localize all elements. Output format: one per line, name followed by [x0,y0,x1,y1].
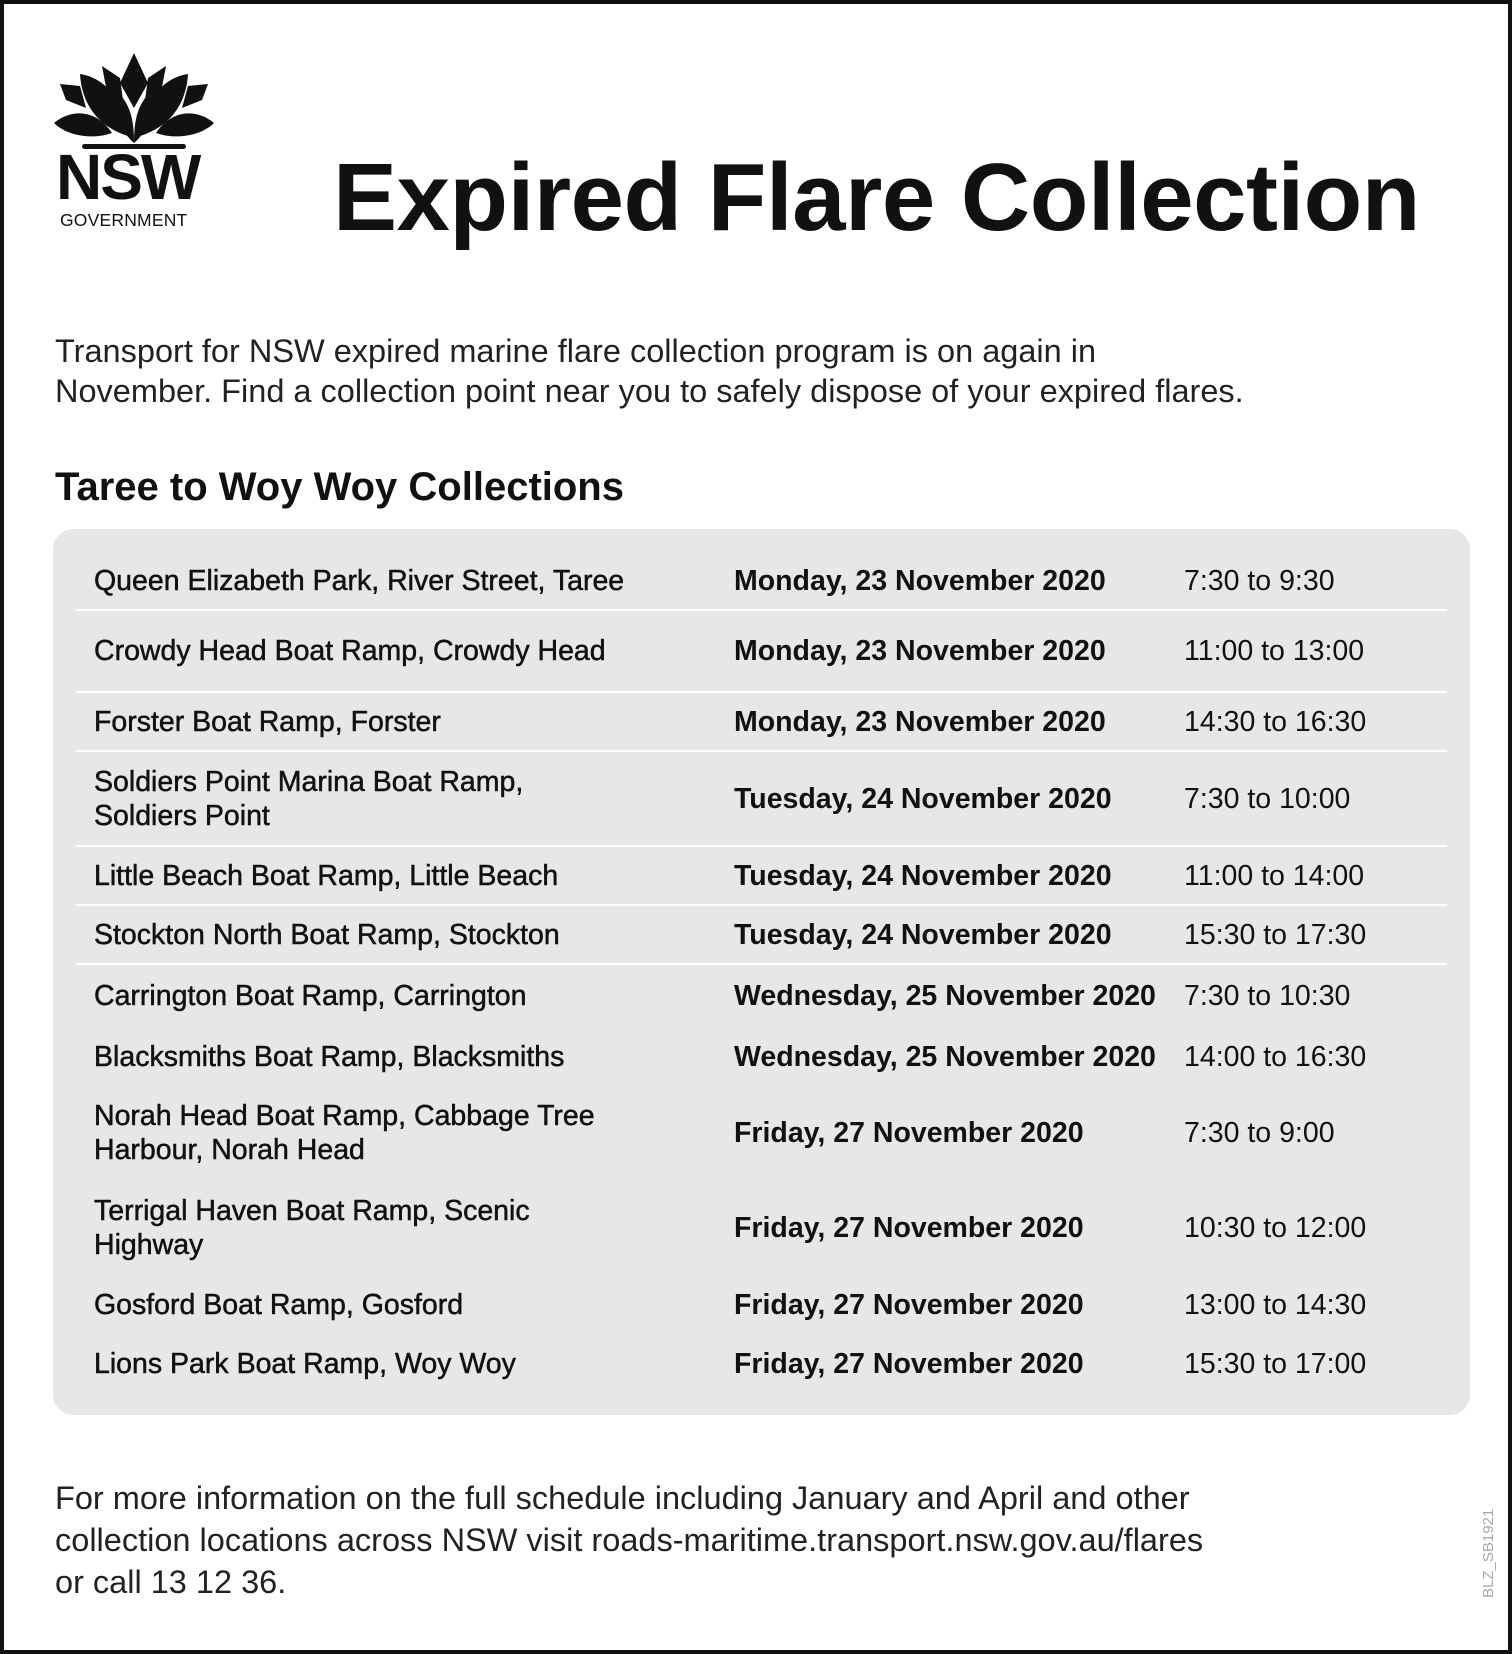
location-cell: Gosford Boat Ramp, Gosford [94,1288,464,1321]
footer-paragraph: For more information on the full schedul… [55,1477,1203,1603]
time-cell: 14:30 to 16:30 [1184,705,1367,738]
logo-government-text: GOVERNMENT [60,210,188,230]
location-cell: Terrigal Haven Boat Ramp, Scenic Highway [94,1194,530,1261]
time-cell: 14:00 to 16:30 [1184,1040,1367,1073]
date-cell: Monday, 23 November 2020 [734,705,1106,738]
table-row: Carrington Boat Ramp, Carrington Wednesda… [76,965,1447,1027]
date-cell: Friday, 27 November 2020 [734,1348,1084,1380]
time-cell: 13:00 to 14:30 [1184,1288,1367,1321]
table-row: Forster Boat Ramp, Forster Monday, 23 Nov… [76,693,1447,752]
table-row: Blacksmiths Boat Ramp, Blacksmiths Wednes… [76,1027,1447,1086]
table-row: Terrigal Haven Boat Ramp, Scenic Highway… [76,1180,1447,1275]
footer-line: or call 13 12 36. [55,1564,287,1600]
table-row: Crowdy Head Boat Ramp, Crowdy Head Monday… [76,611,1447,693]
location-cell: Little Beach Boat Ramp, Little Beach [94,859,559,892]
date-cell: Monday, 23 November 2020 [734,565,1106,597]
logo-nsw-text: NSW [56,141,201,213]
date-cell: Friday, 27 November 2020 [734,1288,1084,1321]
time-cell: 7:30 to 10:00 [1184,782,1351,815]
collections-table: Queen Elizabeth Park, River Street, Tare… [53,529,1470,1415]
table-row: Norah Head Boat Ramp, Cabbage Tree Harbo… [76,1086,1447,1180]
date-cell: Friday, 27 November 2020 [734,1117,1084,1149]
footer-line: For more information on the full schedul… [55,1480,1190,1516]
location-cell: Soldiers Point Marina Boat Ramp, Soldier… [94,765,524,832]
date-cell: Tuesday, 24 November 2020 [734,918,1112,951]
date-cell: Monday, 23 November 2020 [734,635,1106,667]
time-cell: 11:00 to 14:00 [1184,859,1365,892]
table-row: Gosford Boat Ramp, Gosford Friday, 27 Nov… [76,1275,1447,1334]
location-cell: Forster Boat Ramp, Forster [94,705,441,738]
date-cell: Friday, 27 November 2020 [734,1211,1084,1244]
date-cell: Tuesday, 24 November 2020 [734,782,1112,815]
location-cell: Blacksmiths Boat Ramp, Blacksmiths [94,1040,565,1073]
intro-line: November. Find a collection point near y… [55,373,1244,409]
time-cell: 15:30 to 17:30 [1184,918,1367,951]
intro-line: Transport for NSW expired marine flare c… [55,333,1097,369]
footer-line: collection locations across NSW visit ro… [55,1522,1204,1558]
location-cell: Norah Head Boat Ramp, Cabbage Tree Harbo… [94,1100,595,1167]
location-cell: Lions Park Boat Ramp, Woy Woy [94,1348,516,1381]
location-cell: Crowdy Head Boat Ramp, Crowdy Head [94,635,606,668]
document-code: BLZ_SB1921 [1480,1508,1497,1598]
time-cell: 15:30 to 17:00 [1184,1348,1367,1380]
table-row: Soldiers Point Marina Boat Ramp, Soldier… [76,752,1447,847]
date-cell: Tuesday, 24 November 2020 [734,859,1112,892]
time-cell: 7:30 to 9:30 [1184,565,1335,597]
table-row: Stockton North Boat Ramp, Stockton Tuesda… [76,906,1447,965]
time-cell: 11:00 to 13:00 [1184,635,1365,667]
location-cell: Stockton North Boat Ramp, Stockton [94,918,560,951]
date-cell: Wednesday, 25 November 2020 [734,980,1156,1012]
location-cell: Queen Elizabeth Park, River Street, Tare… [94,565,625,598]
section-heading: Taree to Woy Woy Collections [55,465,624,509]
page-title: Expired Flare Collection [333,144,1420,251]
date-cell: Wednesday, 25 November 2020 [734,1040,1156,1073]
table-row: Queen Elizabeth Park, River Street, Tare… [76,553,1447,611]
table-row: Lions Park Boat Ramp, Woy Woy Friday, 27 … [76,1334,1447,1394]
intro-paragraph: Transport for NSW expired marine flare c… [55,331,1475,411]
time-cell: 7:30 to 9:00 [1184,1117,1335,1149]
table-row: Little Beach Boat Ramp, Little Beach Tues… [76,847,1447,906]
location-cell: Carrington Boat Ramp, Carrington [94,980,527,1013]
waratah-logo-icon [54,53,214,149]
time-cell: 10:30 to 12:00 [1184,1211,1367,1244]
time-cell: 7:30 to 10:30 [1184,980,1351,1012]
